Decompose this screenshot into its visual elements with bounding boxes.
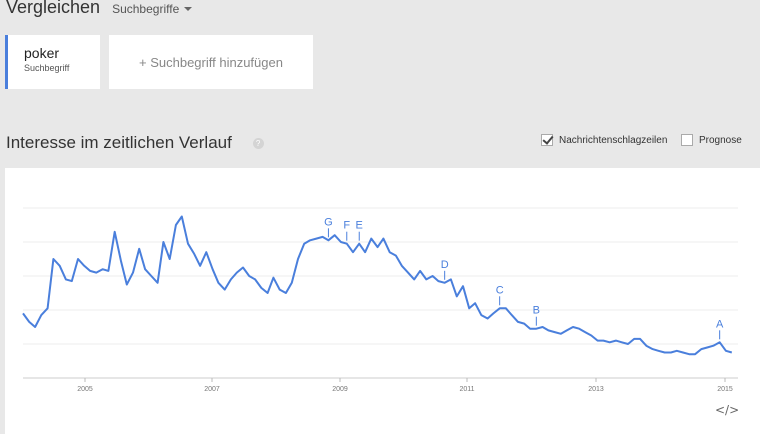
search-term-label: poker bbox=[24, 45, 60, 61]
search-term-card[interactable]: poker Suchbegriff bbox=[5, 35, 100, 89]
interest-over-time-chart: 2005 2007 2009 2011 2013 2015 G F E D C B A bbox=[22, 207, 738, 393]
annotation-label: B bbox=[533, 305, 540, 317]
annotation-label: D bbox=[441, 259, 449, 271]
x-tick-label: 2005 bbox=[77, 386, 93, 393]
x-tick-label: 2011 bbox=[459, 386, 474, 393]
embed-code-icon[interactable]: </> bbox=[715, 403, 740, 417]
section-header: Interesse im zeitlichen Verlauf ? bbox=[6, 133, 264, 153]
header: Vergleichen Suchbegriffe bbox=[6, 0, 193, 19]
add-search-term-button[interactable]: + Suchbegriff hinzufügen bbox=[109, 35, 313, 89]
section-title: Interesse im zeitlichen Verlauf bbox=[6, 133, 232, 152]
news-headlines-checkbox[interactable] bbox=[541, 134, 553, 146]
annotation-label: E bbox=[356, 220, 363, 232]
x-tick-label: 2009 bbox=[332, 386, 348, 393]
annotation-label: A bbox=[716, 318, 724, 330]
news-headlines-label: Nachrichtenschlagzeilen bbox=[559, 134, 668, 146]
x-tick-label: 2013 bbox=[588, 386, 604, 393]
help-icon[interactable]: ? bbox=[252, 138, 264, 150]
chart-panel: 2005 2007 2009 2011 2013 2015 G F E D C B A bbox=[5, 168, 760, 434]
forecast-checkbox[interactable] bbox=[681, 134, 693, 146]
x-tick-label: 2007 bbox=[204, 386, 220, 393]
page-title: Vergleichen bbox=[6, 0, 101, 17]
chevron-down-icon bbox=[184, 7, 193, 11]
annotation-label: F bbox=[343, 220, 350, 232]
news-headlines-toggle[interactable]: Nachrichtenschlagzeilen bbox=[541, 134, 667, 146]
forecast-toggle[interactable]: Prognose bbox=[681, 134, 742, 146]
annotation-label: G bbox=[324, 216, 333, 228]
compare-type-dropdown[interactable]: Suchbegriffe bbox=[112, 2, 193, 16]
series-line bbox=[22, 215, 733, 356]
search-term-type: Suchbegriff bbox=[24, 63, 70, 73]
annotation-label: C bbox=[496, 284, 504, 296]
compare-type-label: Suchbegriffe bbox=[112, 2, 180, 16]
x-tick-label: 2015 bbox=[717, 386, 733, 393]
forecast-label: Prognose bbox=[699, 134, 742, 146]
